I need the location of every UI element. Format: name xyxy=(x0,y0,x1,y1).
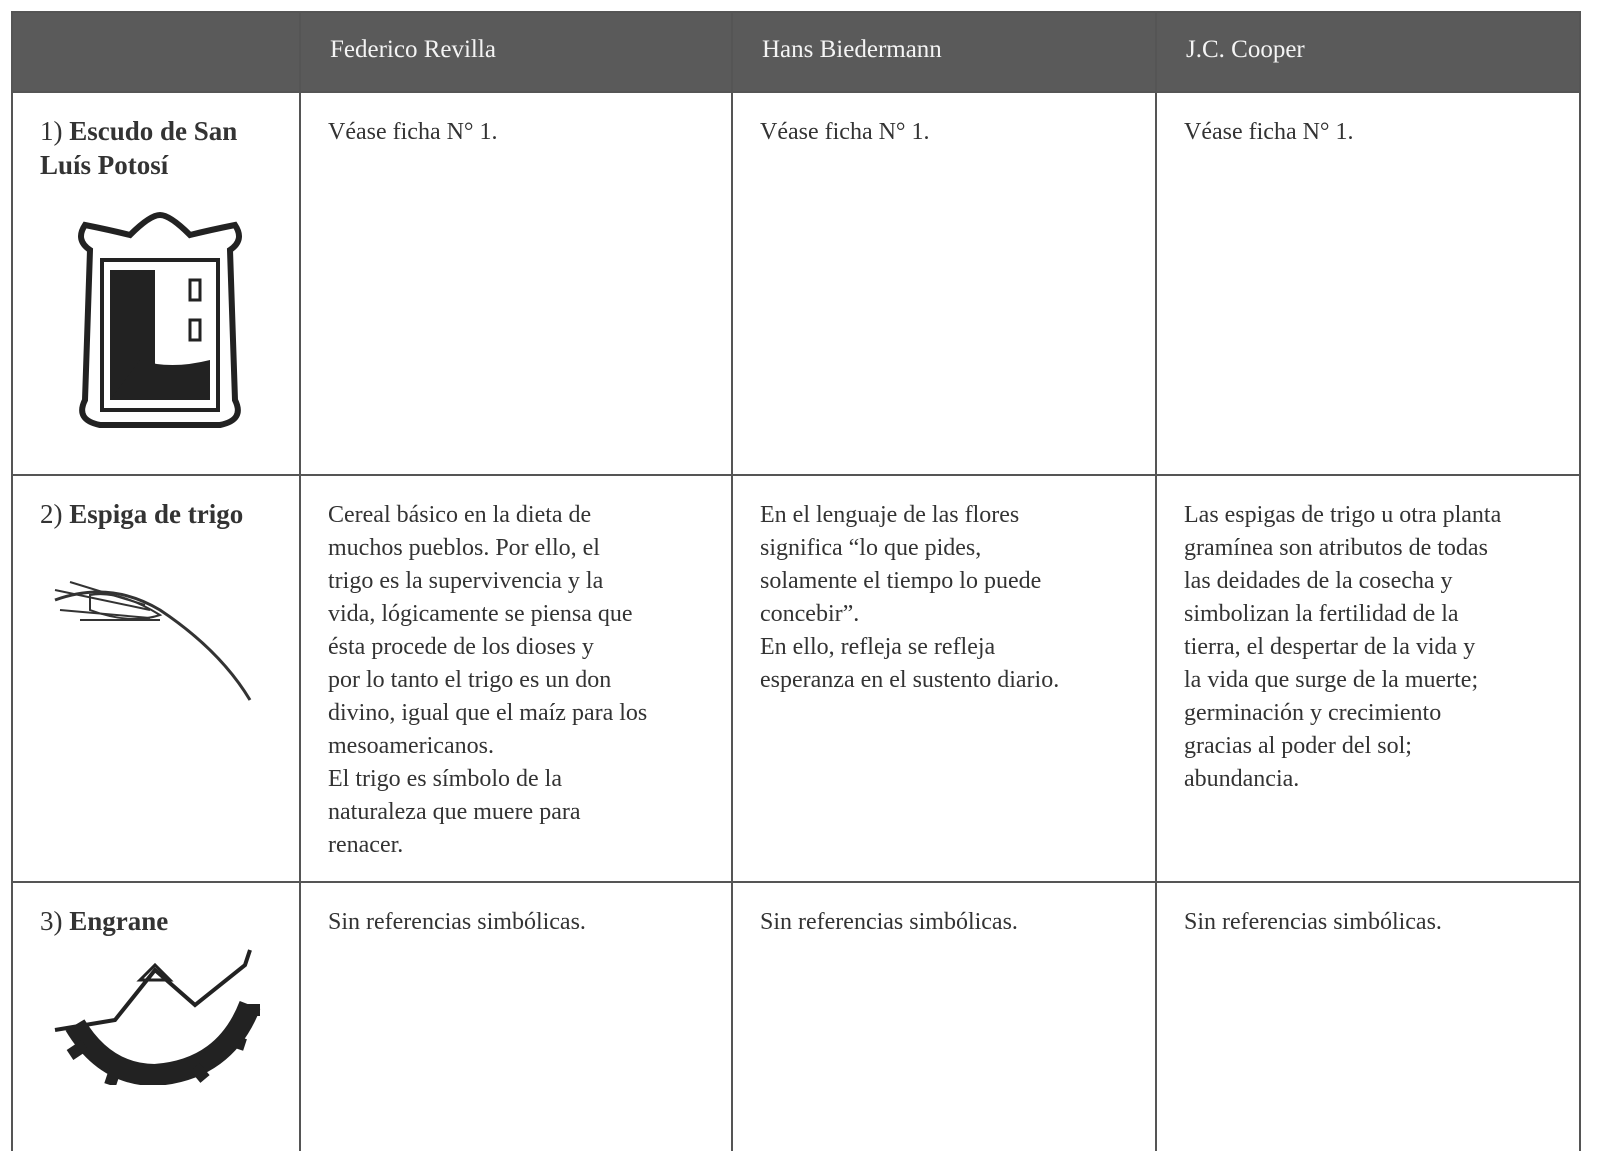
cell-text: simbolizan la fertilidad de la xyxy=(1184,601,1459,627)
cell-text: En ello, refleja se refleja xyxy=(760,634,996,660)
cell-text: Sin referencias simbólicas. xyxy=(328,909,586,935)
cell-text: Véase ficha N° 1. xyxy=(328,119,498,145)
cell-text: Sin referencias simbólicas. xyxy=(760,909,1018,935)
cell-text: las deidades de la cosecha y xyxy=(1184,568,1453,594)
cell-text: Véase ficha N° 1. xyxy=(760,119,930,145)
header-cell xyxy=(731,11,1157,93)
cell-text: la vida que surge de la muerte; xyxy=(1184,667,1479,693)
cell-text: germinación y crecimiento xyxy=(1184,700,1442,726)
row-label: 2) Espiga de trigo xyxy=(40,497,280,531)
cell-text: El trigo es símbolo de la xyxy=(328,766,562,792)
cell-text: gramínea son atributos de todas xyxy=(1184,535,1488,561)
cell-text: Véase ficha N° 1. xyxy=(1184,119,1354,145)
row-name: Engrane xyxy=(69,906,169,936)
header-cell xyxy=(299,11,733,93)
cell-text: tierra, el despertar de la vida y xyxy=(1184,634,1476,660)
gear-icon xyxy=(54,949,261,1085)
header-text: Federico Revilla xyxy=(330,36,496,63)
header-text: Hans Biedermann xyxy=(762,36,942,63)
row-name: Espiga de trigo xyxy=(69,499,244,529)
table-cell xyxy=(1155,881,1581,1151)
cell-text: esperanza en el sustento diario. xyxy=(760,667,1060,693)
row-number: 2) xyxy=(40,499,63,529)
row-label: 3) Engrane xyxy=(40,904,280,938)
cell-text: gracias al poder del sol; xyxy=(1184,733,1412,759)
row-number: 3) xyxy=(40,906,63,936)
cell-text: mesoamericanos. xyxy=(328,733,494,759)
cell-text: solamente el tiempo lo puede xyxy=(760,568,1042,594)
cell-text: abundancia. xyxy=(1184,766,1300,792)
row-name: Escudo de San Luís Potosí xyxy=(40,116,238,180)
cell-text: trigo es la supervivencia y la xyxy=(328,568,604,594)
cell-text: muchos pueblos. Por ello, el xyxy=(328,535,600,561)
cell-text: divino, igual que el maíz para los xyxy=(328,700,648,726)
cell-text: por lo tanto el trigo es un don xyxy=(328,667,612,693)
cell-text: concebir”. xyxy=(760,601,860,627)
cell-text: Sin referencias simbólicas. xyxy=(1184,909,1442,935)
cell-text: Las espigas de trigo u otra planta xyxy=(1184,502,1502,528)
cell-text: Cereal básico en la dieta de xyxy=(328,502,592,528)
header-text: J.C. Cooper xyxy=(1186,36,1305,63)
coat-of-arms-icon xyxy=(78,211,242,428)
header-cell xyxy=(11,11,301,93)
cell-text: naturaleza que muere para xyxy=(328,799,581,825)
cell-text: ésta procede de los dioses y xyxy=(328,634,594,660)
cell-text: En el lenguaje de las flores xyxy=(760,502,1020,528)
cell-text: renacer. xyxy=(328,832,404,858)
row-label: 1) Escudo de San Luís Potosí xyxy=(40,114,280,182)
cell-text: vida, lógicamente se piensa que xyxy=(328,601,633,627)
wheat-icon xyxy=(54,581,252,701)
row-number: 1) xyxy=(40,116,63,146)
cell-text: significa “lo que pides, xyxy=(760,535,982,561)
